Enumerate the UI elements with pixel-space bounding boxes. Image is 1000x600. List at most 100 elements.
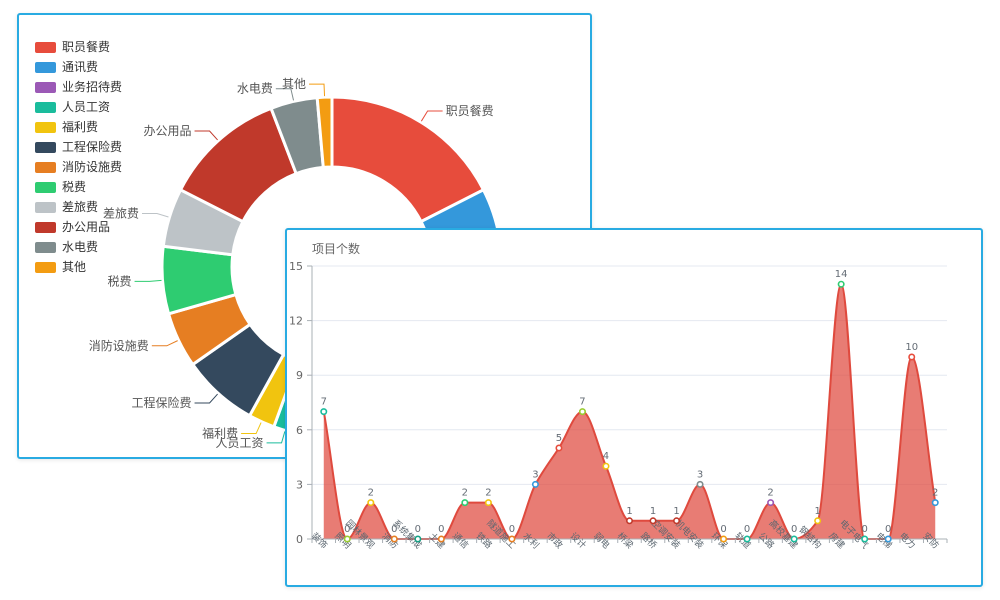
pie-label-pointer [141, 212, 169, 218]
legend-swatch-icon [35, 61, 56, 73]
pie-label: 差旅费 [103, 206, 139, 220]
pie-label: 福利费 [202, 426, 238, 441]
data-point-marker [861, 535, 869, 543]
data-point-marker [578, 408, 586, 416]
legend-item[interactable]: 差旅费 [35, 197, 122, 217]
data-point-marker [837, 280, 845, 288]
legend-label: 人员工资 [62, 100, 111, 114]
legend-label: 办公用品 [62, 220, 111, 234]
value-label: 2 [767, 488, 773, 499]
legend-label: 消防设施费 [62, 160, 123, 174]
legend-label: 职员餐费 [62, 40, 111, 54]
legend-swatch-icon [35, 141, 56, 153]
legend-item[interactable]: 职员餐费 [35, 37, 122, 57]
legend-swatch-icon [35, 181, 56, 193]
value-label: 0 [391, 524, 397, 535]
pie-label: 职员餐费 [446, 103, 494, 118]
value-label: 0 [744, 524, 750, 535]
legend-label: 工程保险费 [62, 140, 123, 154]
legend-item[interactable]: 人员工资 [35, 97, 122, 117]
value-label: 5 [556, 433, 562, 444]
value-label: 2 [485, 488, 491, 499]
legend-item[interactable]: 消防设施费 [35, 157, 122, 177]
pie-label-pointer [275, 88, 295, 101]
pie-legend: 职员餐费通讯费业务招待费人员工资福利费工程保险费消防设施费税费差旅费办公用品水电… [35, 37, 122, 277]
pie-label: 消防设施费 [89, 338, 149, 353]
y-axis-label: 6 [296, 424, 303, 437]
value-label: 14 [835, 269, 848, 280]
legend-label: 水电费 [62, 240, 99, 254]
value-label: 2 [462, 488, 468, 499]
pie-label: 其他 [282, 77, 306, 91]
value-label: 1 [626, 506, 632, 517]
data-point-marker [673, 517, 681, 525]
value-label: 1 [814, 506, 820, 517]
project-count-card: 项目个数 0 3 6 9 12 15 装饰 照明 园林景观 消防 系统集成 土建 通信 铁路 隧道施工 水利市… [285, 228, 983, 587]
legend-swatch-icon [35, 121, 56, 133]
value-label: 0 [509, 524, 515, 535]
data-point-marker [814, 517, 822, 525]
value-label: 7 [321, 397, 327, 408]
data-point-marker [437, 535, 445, 543]
legend-swatch-icon [35, 161, 56, 173]
legend-label: 税费 [62, 180, 87, 194]
legend-label: 福利费 [62, 120, 99, 134]
pie-label: 人员工资 [216, 436, 264, 450]
value-label: 3 [532, 469, 538, 480]
legend-swatch-icon [35, 201, 56, 213]
pie-label-pointer [266, 431, 286, 444]
y-axis-label: 12 [289, 315, 303, 328]
y-axis-label: 0 [296, 533, 303, 546]
legend-item[interactable]: 办公用品 [35, 217, 122, 237]
data-point-marker [343, 535, 351, 543]
chart-title: 项目个数 [312, 242, 361, 256]
legend-item[interactable]: 水电费 [35, 237, 122, 257]
data-point-marker [696, 480, 704, 488]
y-axis-label: 3 [296, 478, 303, 491]
data-point-marker [931, 499, 939, 507]
data-point-marker [767, 499, 775, 507]
legend-item[interactable]: 福利费 [35, 117, 122, 137]
pie-label-pointer [194, 393, 218, 404]
pie-segment[interactable] [315, 95, 334, 169]
data-point-marker [484, 499, 492, 507]
legend-item[interactable]: 工程保险费 [35, 137, 122, 157]
legend-label: 差旅费 [62, 200, 99, 214]
data-point-marker [461, 499, 469, 507]
area-fill [323, 284, 936, 539]
pie-label-pointer [151, 340, 178, 347]
data-point-marker [414, 535, 422, 543]
value-label: 2 [368, 488, 374, 499]
pie-label-pointer [134, 279, 162, 282]
data-point-marker [790, 535, 798, 543]
pie-label: 办公用品 [144, 123, 192, 138]
pie-label: 工程保险费 [132, 395, 192, 410]
value-label: 2 [932, 488, 938, 499]
legend-item[interactable]: 业务招待费 [35, 77, 122, 97]
legend-label: 其他 [62, 260, 87, 274]
legend-item[interactable]: 税费 [35, 177, 122, 197]
value-label: 10 [905, 342, 918, 353]
data-point-marker [649, 517, 657, 525]
legend-swatch-icon [35, 41, 56, 53]
data-point-marker [625, 517, 633, 525]
value-label: 1 [673, 506, 679, 517]
legend-item[interactable]: 其他 [35, 257, 122, 277]
data-point-marker [367, 499, 375, 507]
value-label: 3 [697, 469, 703, 480]
data-point-marker [508, 535, 516, 543]
pie-label: 税费 [108, 274, 132, 288]
value-label: 0 [438, 524, 444, 535]
y-axis-label: 15 [289, 260, 303, 273]
data-point-marker [602, 462, 610, 470]
legend-label: 通讯费 [62, 60, 99, 74]
legend-swatch-icon [35, 81, 56, 93]
pie-label-pointer [420, 110, 443, 122]
value-label: 7 [579, 397, 585, 408]
legend-label: 业务招待费 [62, 80, 123, 94]
legend-swatch-icon [35, 261, 56, 273]
legend-item[interactable]: 通讯费 [35, 57, 122, 77]
value-label: 0 [415, 524, 421, 535]
